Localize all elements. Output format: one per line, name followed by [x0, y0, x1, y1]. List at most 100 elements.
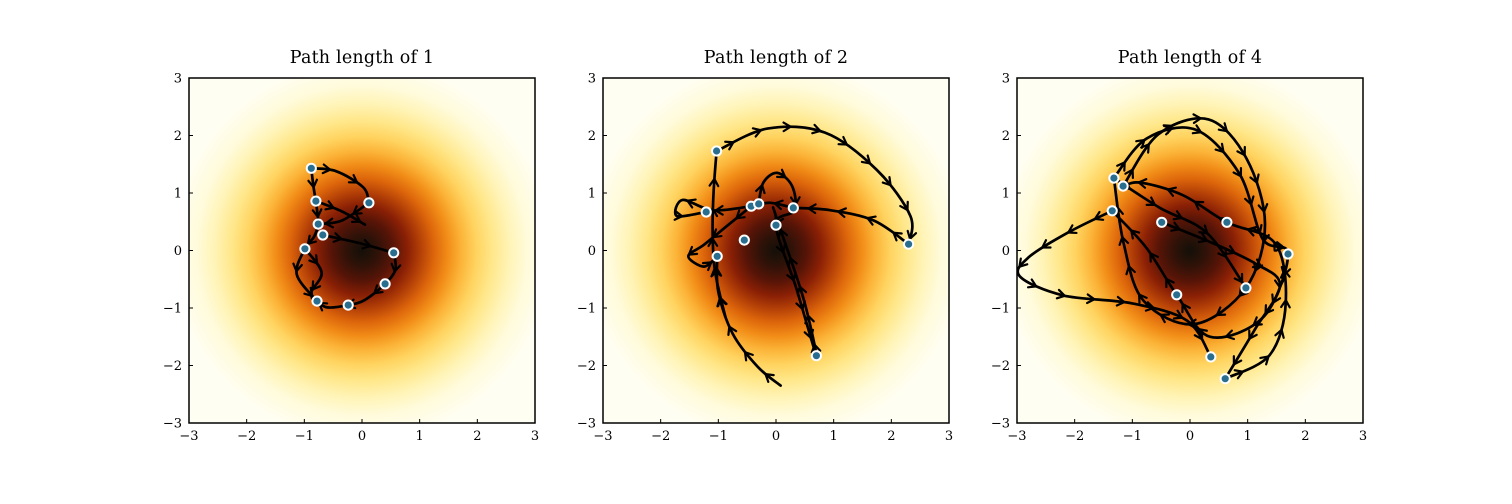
arrowhead-icon [1264, 304, 1275, 315]
trajectory-path [1112, 176, 1248, 290]
arrowhead-icon [787, 257, 798, 268]
arrowhead-icon [308, 254, 319, 265]
subplot-2-title: Path length of 2 [703, 48, 849, 68]
arrowhead-icon [775, 168, 787, 179]
y-tick-label: 2 [1002, 129, 1010, 144]
arrowhead-icon [751, 127, 763, 138]
x-tick-label: 3 [1359, 429, 1367, 444]
arrowhead-icon [1172, 309, 1184, 320]
density-heatmap [603, 78, 949, 423]
arrowhead-icon [1172, 210, 1183, 221]
sample-point [379, 278, 391, 290]
arrowhead-icon [1232, 355, 1243, 366]
x-tick-label: −3 [179, 429, 198, 444]
arrowhead-icon [860, 154, 872, 165]
arrowhead-icon [724, 140, 735, 151]
y-tick-label: −2 [163, 359, 182, 374]
arrowhead-icon [1224, 329, 1236, 341]
arrowhead-icon [1162, 124, 1174, 136]
arrowhead-icon [332, 232, 343, 243]
arrowhead-icon [1124, 168, 1134, 180]
arrowhead-icon [1248, 329, 1258, 340]
x-tick-label: −3 [1007, 429, 1026, 444]
x-tick-label: −1 [295, 429, 314, 444]
y-tick-label: −3 [163, 417, 182, 432]
sample-point [1282, 248, 1294, 260]
sample-point [310, 195, 322, 207]
y-tick-label: 1 [588, 187, 596, 202]
arrowhead-icon [1085, 293, 1096, 305]
x-tick-label: 3 [945, 429, 953, 444]
arrowhead-icon [321, 163, 332, 175]
arrowhead-icon [347, 173, 359, 184]
sample-point [1108, 172, 1120, 184]
arrowhead-icon [1181, 302, 1191, 314]
y-tick-label: 2 [588, 129, 596, 144]
arrowhead-icon [782, 121, 792, 133]
x-tick-label: 1 [830, 429, 838, 444]
sample-point [738, 234, 750, 246]
arrowhead-icon [673, 210, 684, 221]
arrowhead-icon [1259, 355, 1270, 366]
arrowhead-icon [811, 123, 822, 135]
x-tick-label: 1 [1244, 429, 1252, 444]
arrowhead-icon [786, 271, 797, 282]
arrowhead-icon [1249, 173, 1260, 184]
arrowhead-icon [1137, 178, 1148, 189]
y-tick-label: −2 [991, 359, 1010, 374]
sample-point [711, 145, 723, 157]
y-tick-label: 1 [1002, 187, 1010, 202]
arrowhead-icon [1232, 166, 1243, 178]
arrowhead-icon [1166, 186, 1177, 197]
subplot-1-title: Path length of 1 [289, 48, 435, 68]
sample-point [1156, 216, 1168, 228]
y-tick-label: −3 [991, 417, 1010, 432]
arrowhead-icon [1238, 286, 1249, 297]
sample-point [1106, 205, 1118, 217]
y-tick-label: 3 [588, 72, 596, 87]
trajectory-path [686, 204, 753, 268]
arrowhead-icon [881, 175, 892, 187]
x-tick-label: −1 [1123, 429, 1142, 444]
arrowhead-icon [1137, 293, 1148, 304]
sample-point [1205, 351, 1217, 363]
x-tick-label: 1 [416, 429, 424, 444]
x-tick-label: −2 [237, 429, 256, 444]
density-heatmap [189, 78, 535, 423]
arrowhead-icon [1144, 301, 1155, 312]
arrowhead-icon [1149, 252, 1159, 263]
arrowhead-icon [743, 351, 754, 362]
arrowhead-icon [1193, 200, 1205, 211]
x-tick-label: −2 [1065, 429, 1084, 444]
sample-point [770, 219, 782, 231]
arrowhead-icon [1026, 278, 1038, 289]
arrowhead-icon [1135, 138, 1146, 149]
sample-point [317, 229, 329, 241]
arrowhead-icon [1246, 226, 1257, 237]
arrowhead-icon [727, 325, 738, 336]
y-tick-label: 0 [588, 244, 596, 259]
sample-point [1171, 289, 1183, 301]
sample-point [1221, 216, 1233, 228]
arrowhead-icon [686, 198, 697, 209]
arrowhead-icon [1192, 113, 1202, 125]
arrowhead-icon [1251, 258, 1263, 269]
y-tick-label: 0 [1002, 244, 1010, 259]
y-tick-label: 2 [174, 129, 182, 144]
x-tick-label: 2 [887, 429, 895, 444]
sample-point [363, 197, 375, 209]
arrowhead-icon [1274, 328, 1285, 339]
arrowhead-icon [1214, 142, 1225, 153]
x-tick-label: −3 [593, 429, 612, 444]
sample-point [305, 162, 317, 174]
arrowhead-icon [1215, 306, 1227, 317]
arrowhead-icon [1115, 295, 1126, 307]
arrowhead-icon [837, 135, 848, 146]
y-tick-label: −1 [991, 302, 1010, 317]
sample-point [753, 198, 765, 210]
sample-point [1240, 282, 1252, 294]
trajectory-path [1121, 181, 1288, 381]
arrowhead-icon [701, 261, 713, 272]
